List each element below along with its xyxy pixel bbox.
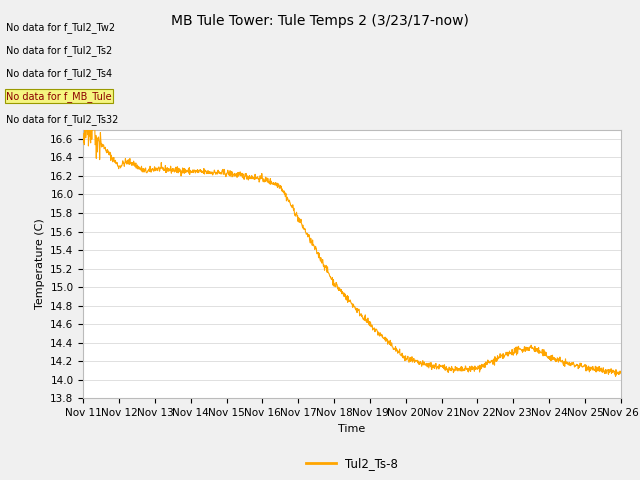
Text: MB Tule Tower: Tule Temps 2 (3/23/17-now): MB Tule Tower: Tule Temps 2 (3/23/17-now… xyxy=(171,14,469,28)
Text: No data for f_Tul2_Ts2: No data for f_Tul2_Ts2 xyxy=(6,45,113,56)
Legend: Tul2_Ts-8: Tul2_Ts-8 xyxy=(301,453,403,475)
Text: No data for f_Tul2_Tw2: No data for f_Tul2_Tw2 xyxy=(6,22,116,33)
Y-axis label: Temperature (C): Temperature (C) xyxy=(35,218,45,310)
Text: No data for f_MB_Tule: No data for f_MB_Tule xyxy=(6,91,112,102)
Text: No data for f_Tul2_Ts4: No data for f_Tul2_Ts4 xyxy=(6,68,113,79)
Text: No data for f_Tul2_Ts32: No data for f_Tul2_Ts32 xyxy=(6,114,119,125)
X-axis label: Time: Time xyxy=(339,424,365,433)
